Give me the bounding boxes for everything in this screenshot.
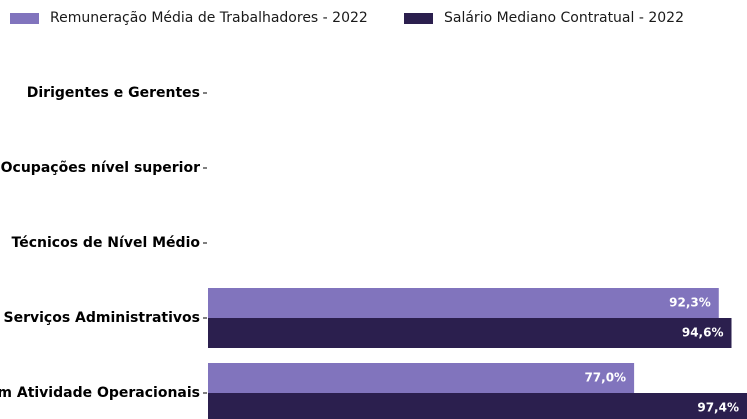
legend-item-remuneracao: Remuneração Média de Trabalhadores - 202… <box>10 8 368 28</box>
y-tick-label: Dirigentes e Gerentes <box>27 85 200 101</box>
legend-label-remuneracao: Remuneração Média de Trabalhadores - 202… <box>50 10 368 26</box>
bar <box>208 363 635 393</box>
y-tick-label: Serviços Administrativos <box>4 310 201 326</box>
legend-item-salario: Salário Mediano Contratual - 2022 <box>404 8 684 28</box>
y-tick-label: Trabalhadores em Atividade Operacionais <box>0 385 200 401</box>
bar <box>208 288 719 318</box>
legend-swatch-salario <box>404 12 433 24</box>
data-label: 77,0% <box>584 371 626 385</box>
y-tick-label: Técnicos de Nível Médio <box>12 235 201 251</box>
data-label: 97,4% <box>697 401 739 415</box>
y-tick-label: Ocupações nível superior <box>1 160 200 176</box>
legend-swatch-remuneracao <box>10 12 39 24</box>
bar <box>208 318 732 348</box>
bar <box>208 393 747 419</box>
data-label: 94,6% <box>682 326 724 340</box>
data-label: 92,3% <box>669 296 711 310</box>
legend-label-salario: Salário Mediano Contratual - 2022 <box>444 10 684 26</box>
